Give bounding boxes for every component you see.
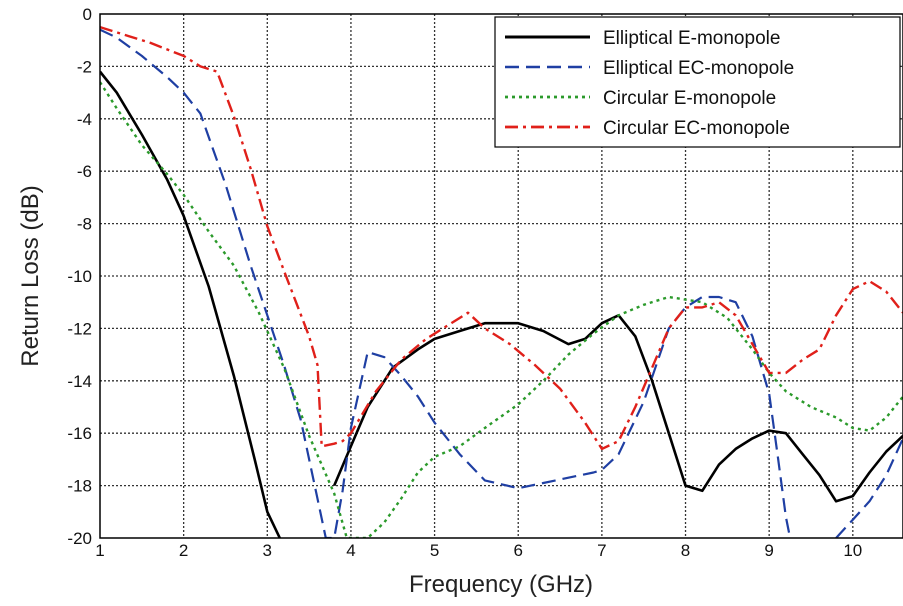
x-tick-label: 2 — [179, 541, 188, 560]
series-line-3 — [100, 81, 903, 538]
y-tick-label: -18 — [67, 477, 92, 496]
x-tick-label: 1 — [95, 541, 104, 560]
y-tick-label: -6 — [77, 162, 92, 181]
y-tick-label: -8 — [77, 215, 92, 234]
x-tick-label: 4 — [346, 541, 355, 560]
series-layer — [100, 25, 903, 538]
tick-labels: 1 2 3 4 5 6 7 8 9 10 0 -2 -4 -6 -8 -10 -12 -14 -16 -18 -20 — [67, 5, 862, 560]
plot-frame — [99, 13, 903, 539]
y-tick-label: -20 — [67, 529, 92, 548]
y-tick-label: -14 — [67, 372, 92, 391]
y-tick-label: -10 — [67, 267, 92, 286]
y-tick-label: -4 — [77, 110, 92, 129]
x-tick-label: 7 — [597, 541, 606, 560]
x-tick-label: 9 — [764, 541, 773, 560]
legend-label-2: Elliptical EC-monopole — [603, 58, 794, 79]
series-line-1-segment-2 — [333, 313, 903, 503]
series-line-1 — [100, 70, 281, 538]
x-tick-label: 10 — [843, 541, 862, 560]
x-tick-label: 3 — [263, 541, 272, 560]
x-axis-title: Frequency (GHz) — [409, 571, 593, 598]
y-tick-label: -2 — [77, 57, 92, 76]
y-tick-label: 0 — [83, 5, 92, 24]
x-tick-label: 5 — [430, 541, 439, 560]
legend-label-4: Circular EC-monopole — [603, 118, 790, 139]
legend-label-3: Circular E-monopole — [603, 88, 776, 109]
legend-box — [494, 16, 901, 148]
series-line-2-segment-2 — [835, 437, 903, 538]
y-tick-label: -16 — [67, 424, 92, 443]
series-line-4 — [100, 25, 903, 451]
x-tick-label: 6 — [513, 541, 522, 560]
y-tick-label: -12 — [67, 319, 92, 338]
legend: Elliptical E-monopole Elliptical EC-monop… — [494, 16, 901, 148]
x-tick-label: 8 — [681, 541, 690, 560]
legend-label-1: Elliptical E-monopole — [603, 28, 780, 49]
series-line-2 — [100, 28, 792, 538]
y-axis-title: Return Loss (dB) — [17, 185, 44, 366]
